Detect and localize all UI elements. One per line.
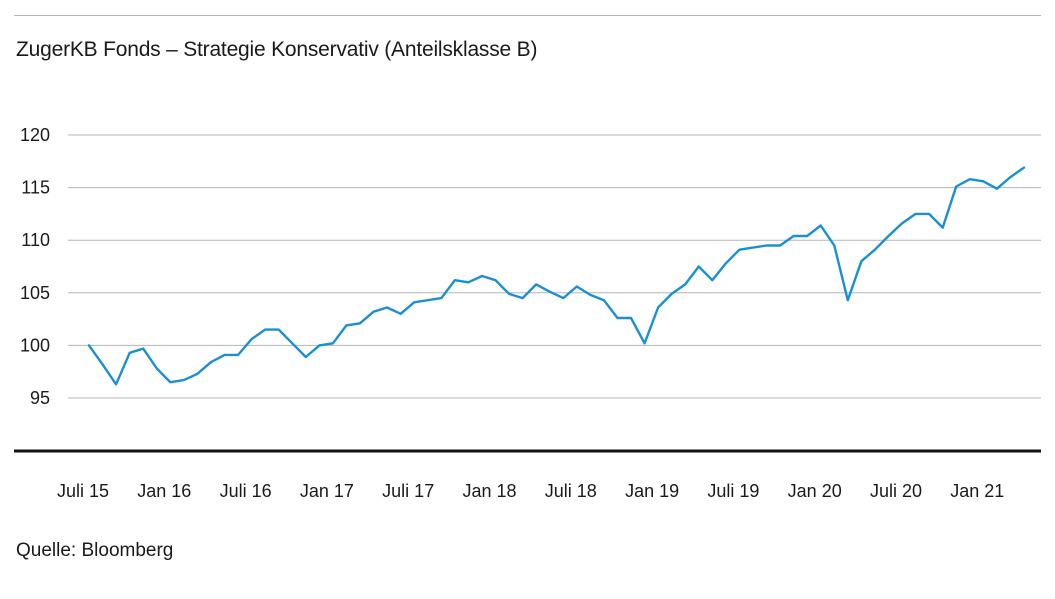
y-tick-label: 115 — [21, 178, 50, 198]
gridlines — [68, 134, 1041, 399]
x-tick-label: Jan 19 — [625, 481, 679, 501]
x-tick-label: Juli 17 — [382, 481, 434, 501]
x-tick-label: Jan 17 — [300, 481, 354, 501]
x-tick-label: Juli 20 — [870, 481, 922, 501]
top-rule — [14, 15, 1041, 16]
x-tick-label: Juli 19 — [707, 481, 759, 501]
x-tick-label: Jan 21 — [950, 481, 1004, 501]
x-tick-label: Jan 16 — [137, 481, 191, 501]
x-tick-label: Juli 18 — [545, 481, 597, 501]
series-line — [87, 166, 1026, 386]
x-tick-label: Juli 15 — [57, 481, 109, 501]
x-tick-label: Jan 18 — [462, 481, 516, 501]
y-tick-label: 95 — [30, 388, 50, 408]
source-note: Quelle: Bloomberg — [16, 540, 174, 561]
y-tick-label: 120 — [20, 125, 50, 145]
y-tick-label: 100 — [20, 335, 50, 355]
y-tick-label: 110 — [21, 230, 50, 250]
y-tick-label: 105 — [20, 283, 50, 303]
x-tick-label: Juli 16 — [220, 481, 272, 501]
y-axis-ticks: 120 115 110 105 100 95 — [20, 125, 50, 408]
x-axis-ticks: Juli 15 Jan 16 Juli 16 Jan 17 Juli 17 Jan 18 J… — [57, 481, 1004, 501]
x-tick-label: Jan 20 — [788, 481, 842, 501]
chart-title: ZugerKB Fonds – Strategie Konservativ (A… — [16, 38, 538, 61]
